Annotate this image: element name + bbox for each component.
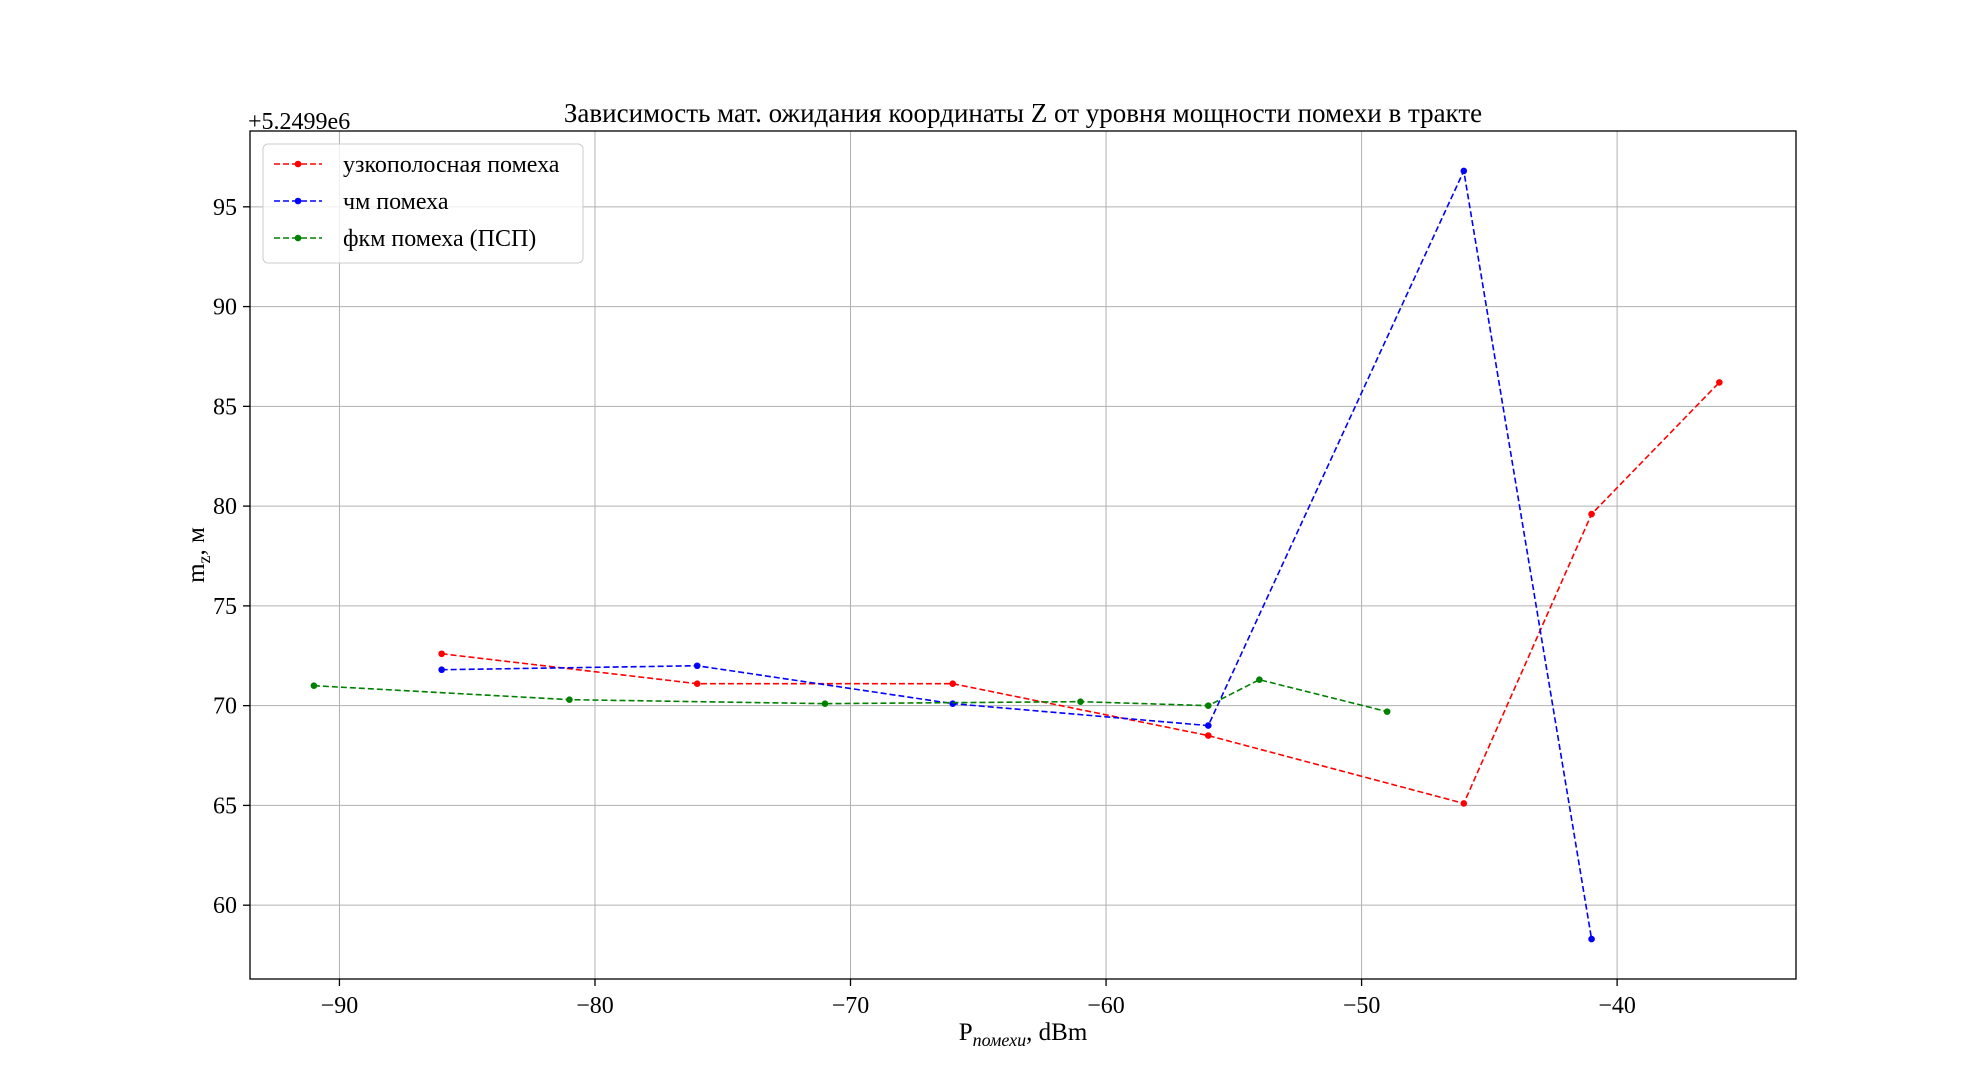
series-3 bbox=[310, 676, 1391, 715]
y-tick-label: 60 bbox=[213, 893, 237, 919]
x-tick-label: −70 bbox=[832, 993, 870, 1019]
y-offset-text: +5.2499e6 bbox=[248, 109, 350, 135]
x-tick-label: −90 bbox=[321, 993, 359, 1019]
y-tick-label: 70 bbox=[213, 694, 237, 720]
series-layer bbox=[310, 167, 1723, 943]
x-axis-label-unit: , dBm bbox=[1026, 1019, 1088, 1046]
data-point bbox=[1204, 732, 1212, 739]
data-point bbox=[1588, 935, 1595, 943]
legend-entry: фкм помеха (ПСП) bbox=[274, 226, 536, 252]
grid-lines bbox=[250, 131, 1796, 979]
data-point bbox=[1716, 379, 1723, 386]
data-point bbox=[949, 680, 957, 687]
legend-swatch-marker bbox=[294, 160, 302, 168]
data-point bbox=[566, 696, 573, 703]
x-tick-label: −50 bbox=[1343, 993, 1381, 1019]
data-point bbox=[693, 662, 701, 670]
data-point bbox=[310, 682, 318, 689]
y-axis-label-subscript: z bbox=[194, 555, 214, 563]
legend-entry: чм помеха bbox=[274, 189, 449, 215]
chart-title: Зависимость мат. ожидания координаты Z о… bbox=[564, 98, 1482, 128]
data-point bbox=[1204, 722, 1212, 729]
data-point bbox=[1460, 800, 1468, 807]
data-point bbox=[1256, 676, 1263, 684]
y-tick-label: 80 bbox=[213, 494, 237, 520]
series-2 bbox=[438, 167, 1595, 943]
legend-label: фкм помеха (ПСП) bbox=[343, 226, 536, 252]
data-point bbox=[693, 680, 701, 687]
y-tick-label: 85 bbox=[213, 394, 237, 420]
data-point bbox=[1204, 702, 1212, 709]
series-line bbox=[441, 168, 1593, 940]
x-tick-label: −60 bbox=[1087, 993, 1125, 1019]
axis-ticks: −90 −80 −70 −60 −50 −40 60 65 70 75 80 85 90 95 bbox=[213, 195, 1636, 1019]
legend-items: узкополосная помеха чм помеха фкм помеха (… bbox=[274, 152, 560, 252]
plot-area-frame bbox=[249, 130, 1797, 980]
y-tick-label: 90 bbox=[213, 295, 237, 321]
data-point bbox=[949, 700, 957, 707]
legend-label: чм помеха bbox=[343, 189, 449, 215]
y-tick-label: 65 bbox=[213, 793, 237, 819]
legend-swatch-marker bbox=[294, 234, 302, 242]
data-point bbox=[1588, 510, 1595, 518]
data-point bbox=[1383, 708, 1391, 715]
y-tick-label: 75 bbox=[213, 594, 237, 620]
legend-label: узкополосная помеха bbox=[343, 152, 560, 178]
x-axis-label-main: P bbox=[959, 1019, 973, 1046]
legend-entry: узкополосная помеха bbox=[274, 152, 560, 178]
data-point bbox=[821, 700, 829, 707]
y-axis-label-main: m bbox=[183, 563, 210, 583]
data-point bbox=[1077, 698, 1084, 705]
x-tick-label: −80 bbox=[576, 993, 614, 1019]
x-axis-label: Pпомехи, dBm bbox=[959, 1019, 1088, 1050]
x-axis-label-subscript: помехи bbox=[973, 1030, 1027, 1050]
y-axis-label: mz, м bbox=[183, 527, 214, 583]
series-line bbox=[441, 381, 1720, 805]
data-point bbox=[438, 650, 445, 658]
x-tick-label: −40 bbox=[1598, 993, 1636, 1019]
legend: узкополосная помеха чм помеха фкм помеха (… bbox=[262, 143, 584, 264]
legend-box bbox=[262, 143, 584, 264]
data-point bbox=[1460, 167, 1468, 175]
data-point bbox=[438, 666, 445, 674]
series-1 bbox=[438, 379, 1723, 807]
y-tick-label: 95 bbox=[213, 195, 237, 221]
y-axis-label-unit: , м bbox=[183, 527, 210, 556]
legend-swatch-marker bbox=[294, 197, 302, 205]
